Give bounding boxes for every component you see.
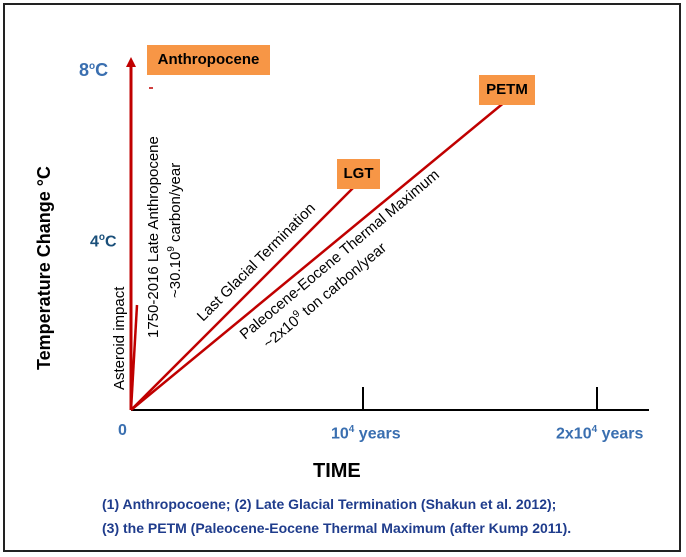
footnote-line-1: (1) Anthropocoene; (2) Late Glacial Term… <box>102 496 557 512</box>
x-tick-10e4-years: 104 years <box>331 424 401 443</box>
petm-tag: PETM <box>479 75 535 105</box>
asteroid-line <box>129 304 139 411</box>
lgt-tag: LGT <box>337 159 380 189</box>
x-tick-0: 0 <box>118 422 127 439</box>
anthropocene-rate-line2: ~30.109 carbon/year <box>166 163 184 298</box>
y-tick-8c: 8oC <box>79 60 109 80</box>
figure-frame <box>3 3 681 552</box>
x-axis-title: TIME <box>313 460 361 482</box>
y-axis-title: Temperature Change °C <box>34 166 54 370</box>
petm-line <box>130 100 507 411</box>
x-tick-2x10e4-years: 2x104 years <box>556 424 644 443</box>
anthropocene-rate-label: 1750-2016 Late Anthropocene ~30.109 carb… <box>145 136 184 338</box>
y-tick-4c: 4oC <box>90 232 117 251</box>
anthropocene-rate-line1: 1750-2016 Late Anthropocene <box>145 136 162 338</box>
footnote-line-2: (3) the PETM (Paleocene-Eocene Thermal M… <box>102 520 572 536</box>
lgt-line <box>130 184 357 411</box>
asteroid-label: Asteroid impact <box>111 286 128 390</box>
anthropocene-tag: Anthropocene <box>147 45 270 75</box>
